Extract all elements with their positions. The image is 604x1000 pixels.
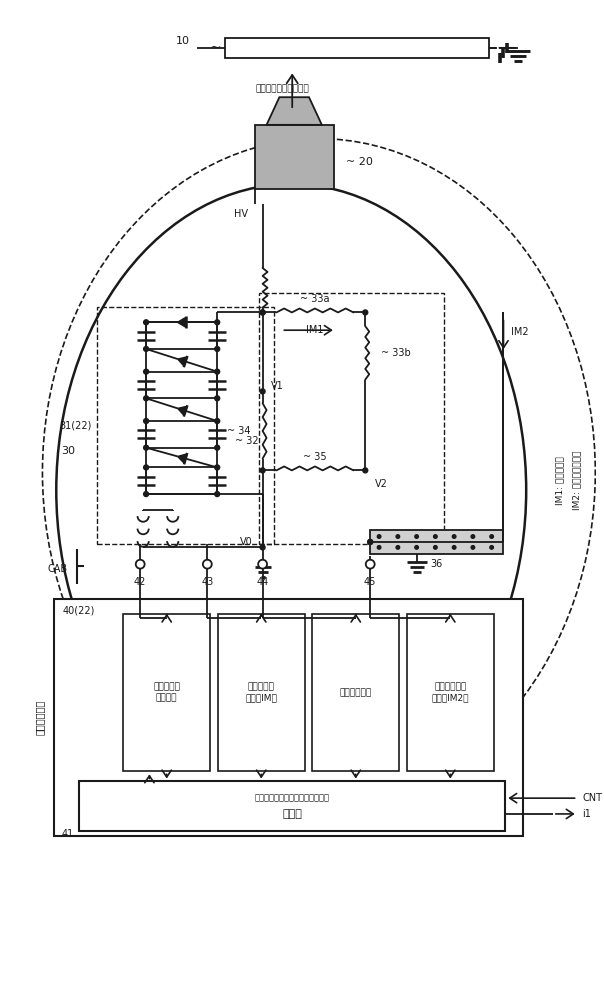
Circle shape: [144, 445, 149, 450]
Circle shape: [260, 389, 265, 394]
Text: 电压测量单元: 电压测量单元: [339, 688, 372, 697]
Circle shape: [363, 310, 368, 315]
Text: 31(22): 31(22): [59, 421, 92, 431]
Bar: [123, 614, 210, 771]
Circle shape: [215, 320, 220, 325]
Text: ~ 35: ~ 35: [303, 452, 327, 462]
Circle shape: [452, 546, 456, 549]
Text: 43: 43: [201, 577, 213, 587]
Circle shape: [203, 560, 212, 569]
Circle shape: [396, 546, 400, 549]
Circle shape: [215, 346, 220, 351]
Bar: [54, 599, 523, 836]
Text: ~ 33a: ~ 33a: [300, 294, 330, 304]
Circle shape: [396, 535, 400, 538]
Text: 高电压生成
控制单元: 高电压生成 控制单元: [153, 683, 180, 702]
Text: 42: 42: [134, 577, 146, 587]
Bar: [259, 293, 445, 544]
Circle shape: [144, 320, 149, 325]
Text: V1: V1: [271, 381, 283, 391]
Circle shape: [215, 369, 220, 374]
Bar: [255, 125, 333, 189]
Circle shape: [144, 492, 149, 497]
Circle shape: [368, 539, 373, 544]
Circle shape: [415, 546, 419, 549]
Circle shape: [144, 396, 149, 401]
Circle shape: [136, 560, 144, 569]
Text: 40(22): 40(22): [62, 606, 95, 616]
Circle shape: [260, 310, 265, 315]
Circle shape: [434, 535, 437, 538]
Text: V0: V0: [240, 537, 252, 547]
Bar: [79, 781, 506, 831]
Text: 处理器: 处理器: [282, 809, 302, 819]
Text: 高电压控制器: 高电压控制器: [34, 700, 45, 735]
Text: ~ 34: ~ 34: [227, 426, 251, 436]
Circle shape: [471, 535, 475, 538]
Text: ~ 33b: ~ 33b: [381, 348, 411, 358]
Polygon shape: [178, 317, 186, 327]
Text: V2: V2: [375, 479, 388, 489]
Text: 44: 44: [257, 577, 269, 587]
Circle shape: [144, 346, 149, 351]
Polygon shape: [178, 357, 187, 366]
Circle shape: [258, 560, 267, 569]
Text: IM1: IM1: [306, 325, 324, 335]
Circle shape: [415, 535, 419, 538]
Circle shape: [378, 546, 381, 549]
Circle shape: [490, 535, 493, 538]
Circle shape: [144, 369, 149, 374]
Text: CNT: CNT: [582, 793, 602, 803]
Circle shape: [366, 560, 374, 569]
Circle shape: [215, 465, 220, 470]
Circle shape: [215, 492, 220, 497]
Text: 30: 30: [61, 446, 76, 456]
Circle shape: [363, 468, 368, 473]
Text: 泄漏电流测量
单元（IM2）: 泄漏电流测量 单元（IM2）: [431, 683, 469, 702]
Circle shape: [260, 468, 265, 473]
Text: i1: i1: [582, 809, 591, 819]
Polygon shape: [266, 97, 322, 125]
Text: 41: 41: [62, 829, 74, 839]
Circle shape: [434, 546, 437, 549]
Bar: [97, 307, 274, 544]
Bar: [312, 614, 399, 771]
Text: IM2: 后板侧泄漏电流: IM2: 后板侧泄漏电流: [572, 451, 581, 510]
Polygon shape: [178, 406, 187, 416]
Circle shape: [260, 310, 265, 315]
Text: 10: 10: [176, 36, 190, 46]
Circle shape: [215, 445, 220, 450]
Circle shape: [471, 546, 475, 549]
Circle shape: [490, 546, 493, 549]
Bar: [370, 530, 504, 554]
Text: ~ 20: ~ 20: [345, 157, 373, 167]
Text: HV: HV: [234, 209, 248, 219]
Circle shape: [452, 535, 456, 538]
Bar: [407, 614, 493, 771]
Bar: [225, 38, 489, 58]
Text: 45: 45: [364, 577, 376, 587]
Circle shape: [368, 539, 373, 544]
Text: 36: 36: [431, 559, 443, 569]
Text: 总电流测量
单元（IM）: 总电流测量 单元（IM）: [245, 683, 277, 702]
Text: ~: ~: [210, 41, 221, 55]
Text: ~ 32: ~ 32: [235, 436, 259, 446]
Circle shape: [215, 396, 220, 401]
Text: （与未图示的涂装控制装置连接）: （与未图示的涂装控制装置连接）: [255, 794, 330, 803]
Text: CAB: CAB: [47, 564, 67, 574]
Text: 被涂物（涂装对象物）: 被涂物（涂装对象物）: [255, 85, 309, 94]
Circle shape: [144, 465, 149, 470]
Text: IM1: 分压器电流: IM1: 分压器电流: [555, 456, 564, 505]
Bar: [218, 614, 304, 771]
Circle shape: [260, 545, 265, 550]
Text: IM2: IM2: [512, 327, 529, 337]
Circle shape: [215, 419, 220, 423]
Circle shape: [144, 419, 149, 423]
Circle shape: [378, 535, 381, 538]
Polygon shape: [178, 454, 187, 463]
